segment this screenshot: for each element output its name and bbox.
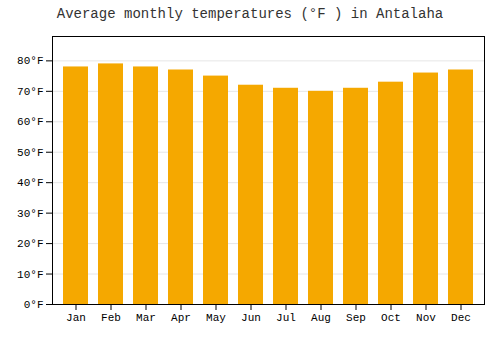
svg-text:Jun: Jun — [241, 312, 261, 324]
svg-text:Dec: Dec — [451, 312, 471, 324]
svg-text:Sep: Sep — [346, 312, 366, 324]
svg-text:Oct: Oct — [381, 312, 401, 324]
svg-text:10°F: 10°F — [17, 269, 43, 281]
svg-text:Apr: Apr — [171, 312, 191, 324]
svg-text:Jul: Jul — [276, 312, 296, 324]
svg-text:70°F: 70°F — [17, 86, 43, 98]
svg-text:May: May — [206, 312, 226, 324]
svg-text:40°F: 40°F — [17, 177, 43, 189]
svg-text:Mar: Mar — [136, 312, 156, 324]
svg-text:30°F: 30°F — [17, 208, 43, 220]
svg-text:50°F: 50°F — [17, 147, 43, 159]
svg-text:Feb: Feb — [101, 312, 121, 324]
svg-text:60°F: 60°F — [17, 116, 43, 128]
svg-text:0°F: 0°F — [24, 299, 44, 311]
svg-text:20°F: 20°F — [17, 238, 43, 250]
html-text:Average monthly temperatures (: Average monthly temperatures (°F ) in An… — [56, 6, 444, 22]
svg-text:80°F: 80°F — [17, 55, 43, 67]
svg-text:Jan: Jan — [66, 312, 86, 324]
svg-text:Aug: Aug — [311, 312, 331, 324]
svg-text:Nov: Nov — [416, 312, 436, 324]
